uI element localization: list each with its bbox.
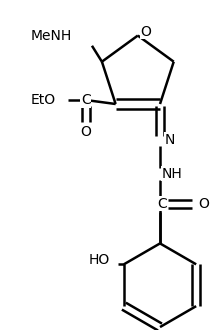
Text: NH: NH bbox=[162, 167, 182, 181]
Text: HO: HO bbox=[89, 253, 110, 267]
Text: EtO: EtO bbox=[31, 93, 56, 107]
Text: N: N bbox=[165, 133, 175, 147]
Text: O: O bbox=[140, 24, 151, 39]
Text: MeNH: MeNH bbox=[31, 29, 72, 43]
Text: C: C bbox=[157, 197, 167, 211]
Text: C: C bbox=[81, 93, 91, 107]
Text: O: O bbox=[198, 197, 209, 211]
Text: O: O bbox=[80, 125, 91, 139]
